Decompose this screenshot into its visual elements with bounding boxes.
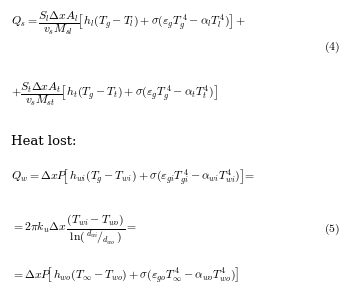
Text: $(5)$: $(5)$ <box>324 221 340 236</box>
Text: $= 2\pi k_u \Delta x\, \dfrac{(T_{wi} - T_{wo})}{\mathrm{ln}(\,^{d_{wi}}\!/_{d_{: $= 2\pi k_u \Delta x\, \dfrac{(T_{wi} - … <box>11 212 137 246</box>
Text: $(4)$: $(4)$ <box>324 40 340 55</box>
Text: Heat lost:: Heat lost: <box>11 135 76 148</box>
Text: $Q_w = \Delta x P\!\left[\, h_{wi}(T_g - T_{wi}) + \sigma(\varepsilon_{gi} T_{gi: $Q_w = \Delta x P\!\left[\, h_{wi}(T_g -… <box>11 168 255 188</box>
Text: $Q_s = \dfrac{S_l\Delta x A_l}{v_s M_{sl}}\!\left[\, h_l(T_g - T_l) + \sigma(\va: $Q_s = \dfrac{S_l\Delta x A_l}{v_s M_{sl… <box>11 9 246 37</box>
Text: $= \Delta x P\!\left[\, h_{wo}(T_\infty - T_{wo}) + \sigma(\varepsilon_{go} T_\i: $= \Delta x P\!\left[\, h_{wo}(T_\infty … <box>11 266 239 285</box>
Text: $+\dfrac{S_t\Delta x A_t}{v_s M_{st}}\!\left[\, h_t(T_g - T_t) + \sigma(\varepsi: $+\dfrac{S_t\Delta x A_t}{v_s M_{st}}\!\… <box>11 80 218 108</box>
